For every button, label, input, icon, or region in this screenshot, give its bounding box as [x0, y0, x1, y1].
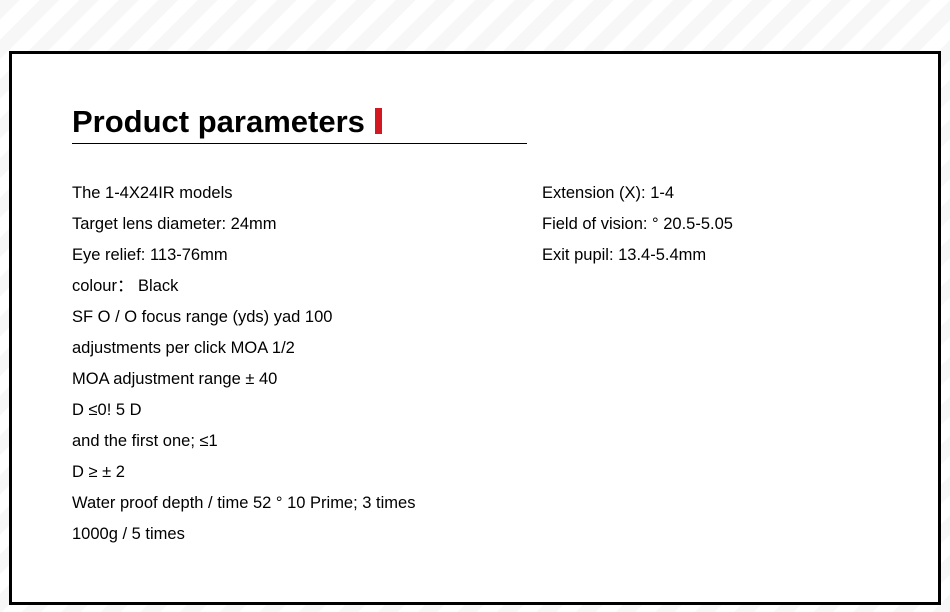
card-inner: Product parameters The 1-4X24IR models T…	[12, 54, 938, 550]
spec-line: 1000g / 5 times	[72, 519, 532, 550]
spec-line: and the first one; ≤1	[72, 426, 532, 457]
spec-line: Eye relief: 113-76mm	[72, 240, 532, 271]
spec-line: Extension (X): 1-4	[542, 178, 878, 209]
heading-row: Product parameters	[72, 104, 527, 144]
spec-line: Exit pupil: 13.4-5.4mm	[542, 240, 878, 271]
heading-text: Product parameters	[72, 104, 365, 140]
spec-card: Product parameters The 1-4X24IR models T…	[9, 51, 941, 605]
right-column: Extension (X): 1-4 Field of vision: ° 20…	[542, 178, 878, 550]
spec-line: Field of vision: ° 20.5-5.05	[542, 209, 878, 240]
spec-line: SF O / O focus range (yds) yad 100	[72, 302, 532, 333]
spec-line: Water proof depth / time 52 ° 10 Prime; …	[72, 488, 532, 519]
spec-line: colour： Black	[72, 271, 532, 302]
columns: The 1-4X24IR models Target lens diameter…	[72, 178, 878, 550]
spec-line: The 1-4X24IR models	[72, 178, 532, 209]
spec-line: D ≤0! 5 D	[72, 395, 532, 426]
spec-line: adjustments per click MOA 1/2	[72, 333, 532, 364]
spec-line: D ≥ ± 2	[72, 457, 532, 488]
spec-line: Target lens diameter: 24mm	[72, 209, 532, 240]
spec-line: MOA adjustment range ± 40	[72, 364, 532, 395]
accent-bar-icon	[375, 108, 382, 134]
left-column: The 1-4X24IR models Target lens diameter…	[72, 178, 532, 550]
